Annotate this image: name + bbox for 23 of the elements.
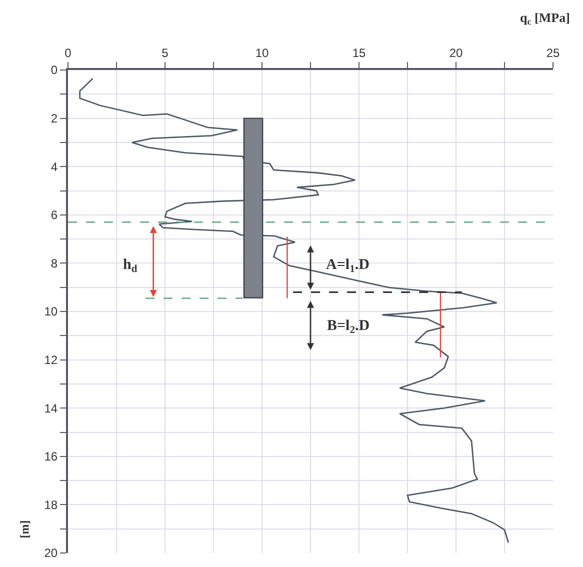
y-tick-label: 16 [44, 450, 58, 464]
annotation: B=l$_{2}$.D [327, 318, 370, 336]
y-tick-label: 8 [50, 256, 58, 270]
x-tick-label: 5 [162, 46, 169, 60]
y-tick-label: 10 [44, 304, 58, 319]
y-tick-label: 12 [44, 353, 58, 367]
y-tick-label: 14 [44, 401, 58, 416]
x-tick-label: 15 [352, 46, 366, 60]
x-tick-label: 0 [64, 46, 72, 60]
y-axis-title: [m] [18, 520, 32, 538]
annotation: h$_{d}$ [123, 257, 138, 276]
x-tick-label: 25 [546, 46, 560, 60]
y-tick-label: 20 [44, 546, 58, 560]
y-tick-label: 18 [44, 498, 58, 512]
y-tick-label: 0 [50, 63, 58, 78]
y-tick-label: 6 [50, 208, 58, 222]
x-tick-label: 20 [449, 46, 463, 60]
y-tick-label: 2 [50, 112, 58, 126]
line-series [79, 78, 510, 544]
x-tick-label: 10 [255, 46, 269, 60]
annotation: A=l$_{1}$.D [326, 257, 370, 276]
y-tick-label: 4 [50, 160, 58, 174]
x-axis-title: q$_{c}$ [MPa] [520, 10, 570, 27]
